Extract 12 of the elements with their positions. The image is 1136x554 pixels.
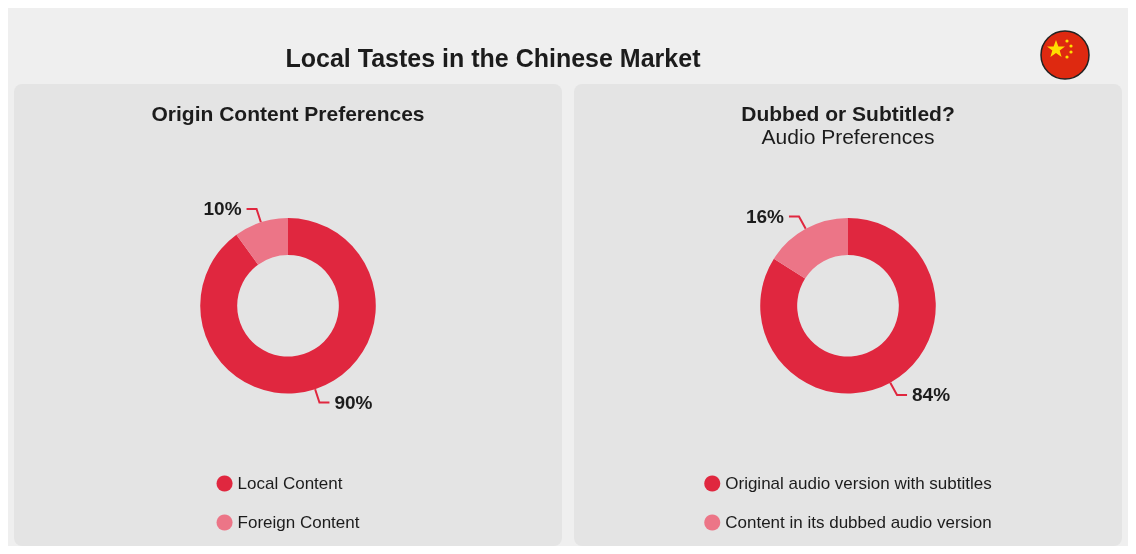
chart-title: Dubbed or Subtitled?	[741, 102, 955, 125]
text: Local Tastes in the Chinese Market	[284, 44, 702, 73]
data-label: 10%	[203, 198, 242, 220]
data-label: 84%	[912, 384, 951, 406]
data-label: 90%	[334, 392, 373, 414]
legend-label: Local Content	[237, 474, 343, 493]
legend-label: Original audio version with subtitles	[725, 474, 992, 493]
data-label: 16%	[745, 206, 785, 228]
legend-label: Foreign Content	[237, 513, 360, 532]
legend-label: Content in its dubbed audio version	[725, 513, 992, 532]
chart-subtitle: Audio Preferences	[761, 125, 935, 148]
chart-title: Origin Content Preferences	[151, 102, 425, 125]
